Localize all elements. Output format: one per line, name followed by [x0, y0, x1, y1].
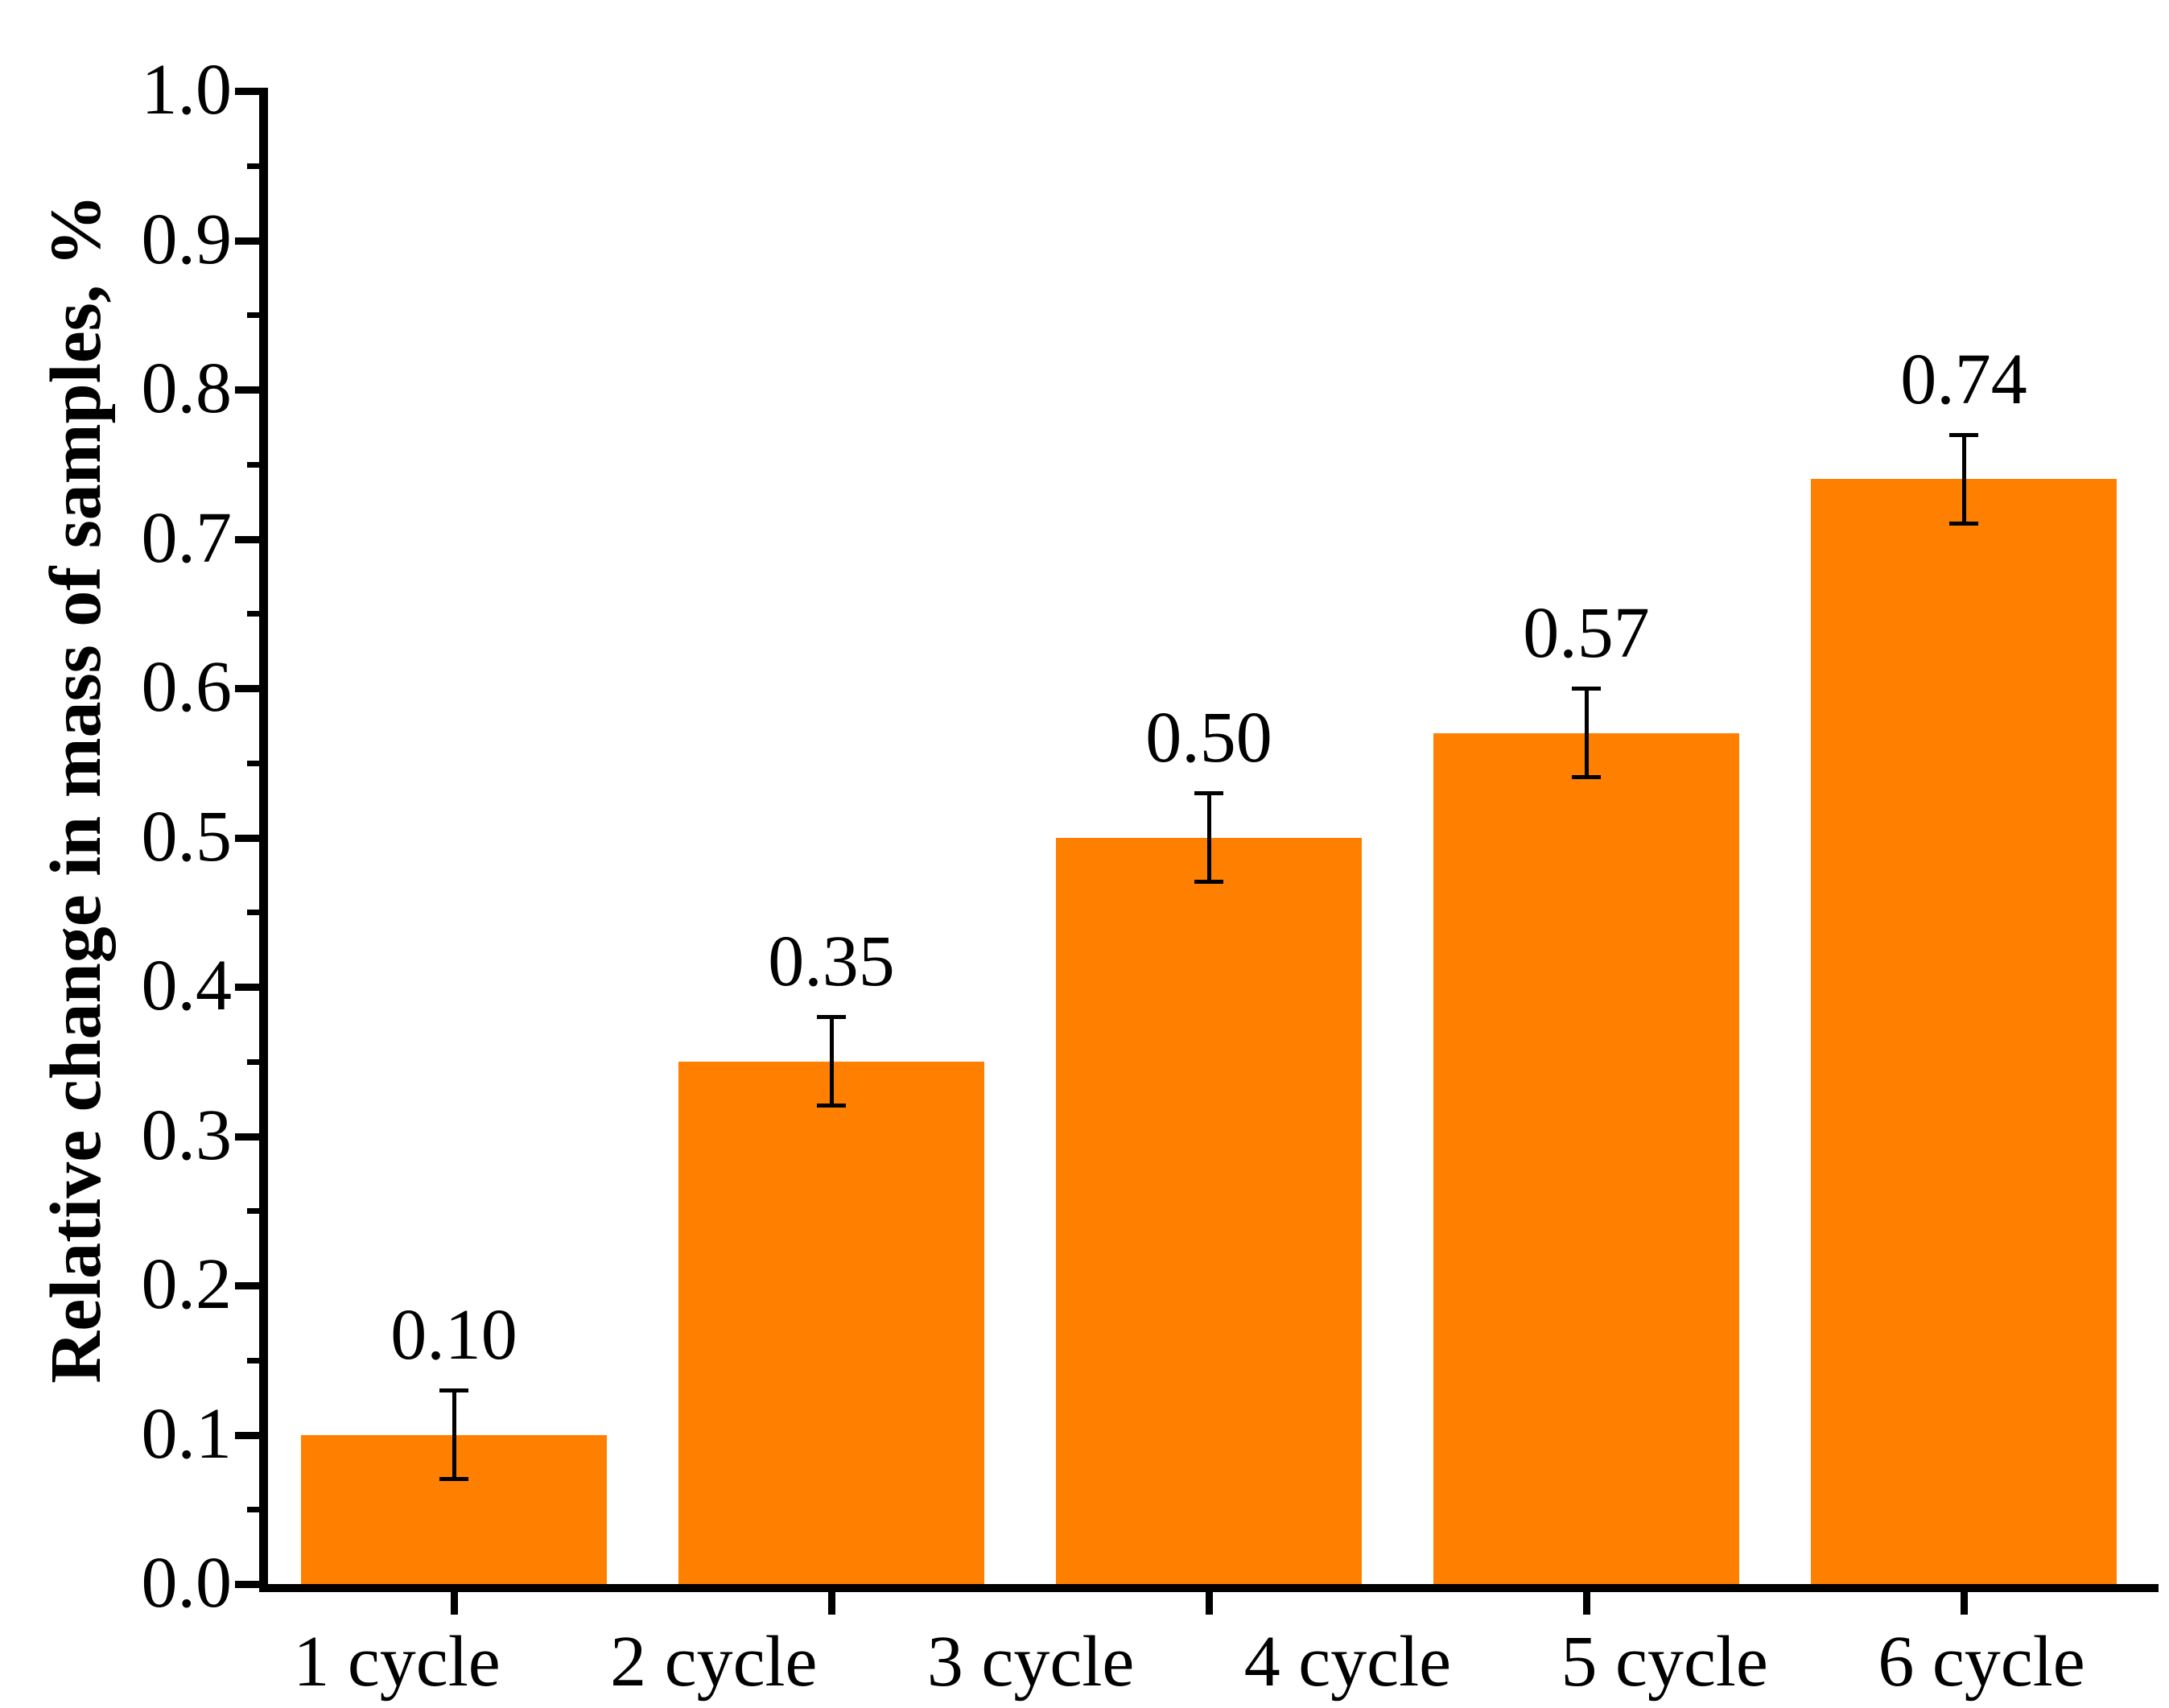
error-bar-cap-bottom	[1194, 880, 1223, 885]
bar-value-label: 0.74	[1900, 339, 2027, 419]
x-axis-line	[259, 1584, 2159, 1592]
x-axis-tick	[450, 1592, 458, 1615]
y-major-tick	[235, 1431, 259, 1439]
y-major-tick	[235, 1282, 259, 1289]
y-minor-tick	[247, 611, 259, 617]
y-tick-label: 0.0	[141, 1543, 233, 1623]
y-tick-label: 0.3	[141, 1095, 233, 1175]
y-major-tick	[235, 88, 259, 95]
bar	[1811, 479, 2117, 1584]
error-bar-stem	[1584, 688, 1589, 778]
x-axis-tick	[1960, 1592, 1968, 1615]
y-minor-tick	[247, 163, 259, 169]
x-tick-label: 6 cycle	[1878, 1622, 2085, 1702]
y-minor-tick	[247, 312, 259, 319]
bar	[1056, 837, 1362, 1584]
error-bar-cap-top	[1572, 687, 1601, 691]
y-minor-tick	[247, 1507, 259, 1513]
x-tick-label: 1 cycle	[293, 1622, 501, 1702]
y-major-tick	[235, 1581, 259, 1588]
x-tick-label: 2 cycle	[610, 1622, 818, 1702]
y-tick-label: 0.9	[141, 199, 233, 279]
y-tick-label: 0.4	[141, 946, 233, 1025]
y-minor-tick	[247, 910, 259, 916]
x-axis-tick	[827, 1592, 835, 1615]
y-major-tick	[235, 1132, 259, 1141]
error-bar-cap-bottom	[817, 1104, 846, 1108]
y-tick-label: 0.8	[141, 349, 233, 428]
y-major-tick	[235, 685, 259, 692]
error-bar-cap-bottom	[1572, 775, 1601, 780]
error-bar-cap-top	[1194, 790, 1223, 795]
y-tick-label: 0.7	[141, 497, 233, 578]
y-major-tick	[235, 984, 259, 991]
x-tick-label: 5 cycle	[1561, 1622, 1768, 1702]
y-tick-label: 1.0	[141, 50, 233, 130]
y-major-tick	[235, 535, 259, 543]
y-major-tick	[235, 386, 259, 394]
bar	[678, 1061, 984, 1584]
bar	[1433, 732, 1739, 1584]
x-axis-tick	[1582, 1592, 1590, 1615]
y-major-tick	[235, 237, 259, 245]
x-tick-label: 4 cycle	[1243, 1622, 1452, 1702]
y-major-tick	[235, 834, 259, 842]
x-axis-tick	[1205, 1592, 1213, 1615]
error-bar-cap-top	[439, 1388, 468, 1392]
error-bar-stem	[829, 1017, 834, 1107]
y-minor-tick	[247, 1058, 259, 1065]
error-bar-cap-top	[817, 1015, 846, 1020]
bar-value-label: 0.10	[390, 1294, 518, 1375]
bar-value-label: 0.35	[768, 922, 895, 1002]
y-tick-label: 0.5	[141, 796, 233, 877]
y-minor-tick	[247, 1357, 259, 1364]
error-bar-cap-top	[1949, 432, 1978, 437]
x-tick-label: 3 cycle	[926, 1622, 1135, 1702]
error-bar-cap-bottom	[1949, 521, 1978, 526]
y-minor-tick	[247, 461, 259, 468]
error-bar-stem	[452, 1389, 456, 1480]
error-bar-stem	[1206, 792, 1211, 883]
y-tick-label: 0.6	[141, 647, 233, 727]
y-minor-tick	[247, 1208, 259, 1215]
y-tick-label: 0.1	[141, 1393, 233, 1474]
y-axis-line	[259, 88, 268, 1592]
error-bar-cap-bottom	[439, 1477, 468, 1482]
bar-value-label: 0.57	[1523, 593, 1650, 673]
bar-value-label: 0.50	[1145, 697, 1272, 778]
error-bar-stem	[1961, 434, 1966, 524]
y-tick-label: 0.2	[141, 1244, 233, 1324]
y-minor-tick	[247, 760, 259, 766]
